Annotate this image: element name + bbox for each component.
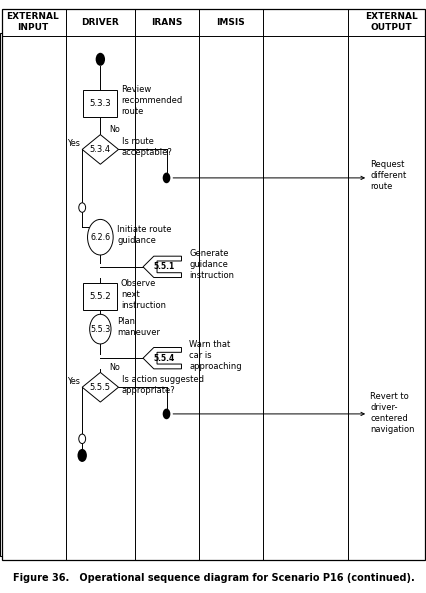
Text: 5.5.1: 5.5.1	[153, 262, 175, 272]
Text: Yes: Yes	[67, 377, 80, 386]
Text: 5.3.4: 5.3.4	[89, 145, 111, 154]
Circle shape	[89, 314, 111, 344]
Text: 5.3.3: 5.3.3	[89, 99, 111, 109]
Text: Is route
acceptable?: Is route acceptable?	[122, 137, 173, 157]
Circle shape	[95, 53, 105, 66]
Text: Observe
next
instruction: Observe next instruction	[121, 279, 165, 310]
Polygon shape	[82, 135, 118, 164]
Text: IMSIS: IMSIS	[216, 18, 245, 27]
Text: Review
recommended
route: Review recommended route	[121, 85, 181, 116]
Text: Is action suggested
appropriate?: Is action suggested appropriate?	[122, 375, 204, 395]
FancyBboxPatch shape	[2, 9, 424, 560]
Text: Initiate route
guidance: Initiate route guidance	[117, 225, 172, 245]
Text: Figure 36.   Operational sequence diagram for Scenario P16 (continued).: Figure 36. Operational sequence diagram …	[13, 573, 413, 583]
Circle shape	[87, 219, 113, 255]
Circle shape	[162, 409, 170, 419]
Polygon shape	[143, 347, 181, 369]
Polygon shape	[143, 256, 181, 278]
Text: DRIVER: DRIVER	[81, 18, 119, 27]
Circle shape	[78, 203, 85, 212]
Text: Request
different
route: Request different route	[369, 160, 406, 191]
Text: 5.5.3: 5.5.3	[90, 324, 110, 334]
Circle shape	[162, 173, 170, 183]
Circle shape	[78, 434, 85, 444]
Text: Revert to
driver-
centered
navigation: Revert to driver- centered navigation	[369, 391, 414, 434]
Bar	[0, 33, 426, 556]
Text: Plan
maneuver: Plan maneuver	[117, 317, 160, 337]
Circle shape	[77, 449, 87, 462]
Bar	[83, 283, 117, 310]
Text: EXTERNAL
OUTPUT: EXTERNAL OUTPUT	[364, 12, 417, 32]
Bar	[83, 90, 117, 117]
Text: 5.5.5: 5.5.5	[89, 382, 111, 392]
Polygon shape	[82, 372, 118, 402]
Text: 5.5.4: 5.5.4	[153, 353, 175, 363]
Text: 6.2.6: 6.2.6	[90, 232, 110, 242]
Text: Warn that
car is
approaching: Warn that car is approaching	[189, 340, 241, 371]
Text: No: No	[109, 125, 119, 135]
Text: No: No	[109, 363, 119, 372]
Text: IRANS: IRANS	[150, 18, 182, 27]
Text: EXTERNAL
INPUT: EXTERNAL INPUT	[6, 12, 59, 32]
Text: Generate
guidance
instruction: Generate guidance instruction	[189, 249, 233, 280]
Text: 5.5.2: 5.5.2	[89, 292, 111, 301]
Text: Yes: Yes	[67, 139, 80, 148]
